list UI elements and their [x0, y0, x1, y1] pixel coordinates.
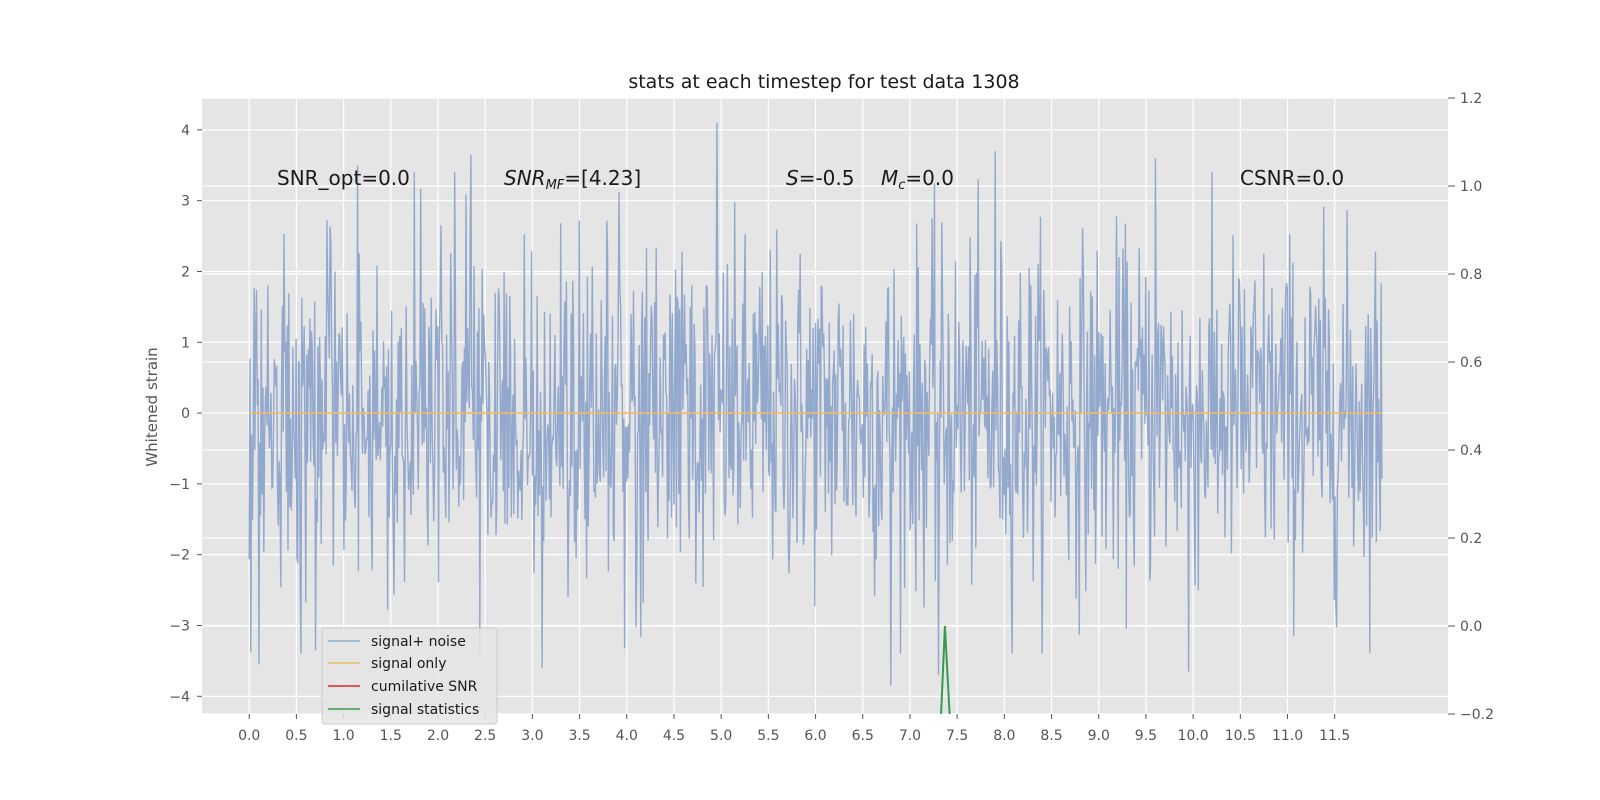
- x-tick-label: 2.5: [474, 728, 496, 744]
- y-tick-label: 1: [181, 335, 190, 351]
- y-tick-label: 3: [181, 194, 190, 210]
- annotation-csnr: CSNR=0.0: [1240, 166, 1344, 190]
- y2-tick-label: 1.0: [1460, 179, 1482, 195]
- x-tick-label: 7.0: [899, 728, 921, 744]
- x-tick-label: 10.5: [1225, 728, 1256, 744]
- x-tick-label: 0.0: [238, 728, 260, 744]
- y-axis-label: Whitened strain: [143, 347, 161, 466]
- y2-tick-label: 0.2: [1460, 531, 1482, 547]
- y2-tick-label: −0.2: [1460, 707, 1494, 723]
- annotation-mc-sub: c: [898, 178, 905, 193]
- x-tick-label: 6.0: [804, 728, 826, 744]
- x-tick-label: 5.0: [710, 728, 732, 744]
- legend-label-signal-only: signal only: [371, 656, 446, 672]
- annotation-snr-mf-sub: MF: [546, 178, 565, 193]
- chart-title: stats at each timestep for test data 130…: [628, 71, 1019, 93]
- y-tick-label: −1: [169, 477, 190, 493]
- left-axis: 4 3 2 1 0 −1 −2 −3 −4: [169, 123, 202, 705]
- series-signal-noise: [248, 122, 1383, 686]
- x-tick-label: 1.5: [380, 728, 402, 744]
- legend: signal+ noise signal only cumilative SNR…: [321, 627, 498, 725]
- annotation-mc-value: =0.0: [905, 166, 954, 190]
- x-tick-label: 9.0: [1088, 728, 1110, 744]
- y-tick-label: 0: [181, 406, 190, 422]
- legend-box: [321, 627, 498, 725]
- right-axis: 1.2 1.0 0.8 0.6 0.4 0.2 0.0 −0.2: [1448, 91, 1494, 723]
- x-tick-label: 1.0: [332, 728, 354, 744]
- legend-label-signal-noise: signal+ noise: [371, 634, 466, 650]
- annotation-s-value: =-0.5: [799, 166, 855, 190]
- x-tick-label: 4.5: [663, 728, 685, 744]
- annotation-snr-mf-main: SNR: [504, 166, 546, 190]
- x-tick-label: 5.5: [757, 728, 779, 744]
- x-tick-label: 3.5: [568, 728, 590, 744]
- x-tick-label: 11.0: [1272, 728, 1303, 744]
- series-layer: [248, 122, 1383, 714]
- y2-tick-label: 0.6: [1460, 355, 1482, 371]
- x-tick-label: 7.5: [946, 728, 968, 744]
- x-tick-label: 9.5: [1135, 728, 1157, 744]
- y-tick-label: 2: [181, 264, 190, 280]
- y-tick-label: −2: [169, 548, 190, 564]
- x-tick-label: 4.0: [616, 728, 638, 744]
- x-tick-label: 8.5: [1040, 728, 1062, 744]
- annotation-s: S=-0.5: [786, 166, 854, 190]
- y2-tick-label: 1.2: [1460, 91, 1482, 107]
- y2-tick-label: 0.8: [1460, 267, 1482, 283]
- y2-tick-label: 0.4: [1460, 443, 1482, 459]
- x-tick-label: 10.0: [1178, 728, 1209, 744]
- x-tick-label: 11.5: [1319, 728, 1350, 744]
- x-tick-label: 0.5: [285, 728, 307, 744]
- annotation-s-symbol: S: [786, 166, 799, 190]
- x-tick-label: 6.5: [852, 728, 874, 744]
- annotation-snr-mf: SNRMF=[4.23]: [504, 166, 641, 193]
- y2-tick-label: 0.0: [1460, 619, 1482, 635]
- annotation-mc: Mc=0.0: [881, 166, 954, 193]
- legend-label-signal-statistics: signal statistics: [371, 702, 479, 718]
- x-tick-label: 2.0: [427, 728, 449, 744]
- x-tick-label: 8.0: [993, 728, 1015, 744]
- annotation-mc-main: M: [881, 166, 898, 190]
- series-signal-statistics: [940, 625, 951, 714]
- y-tick-label: −3: [169, 618, 190, 634]
- y-tick-label: −4: [169, 689, 190, 705]
- x-axis: 0.0 0.5 1.0 1.5 2.0 2.5 3.0 3.5 4.0 4.5 5.0 5.5 6.0 6…: [238, 714, 1350, 744]
- y-tick-label: 4: [181, 123, 190, 139]
- x-tick-label: 3.0: [521, 728, 543, 744]
- annotation-snr-opt: SNR_opt=0.0: [277, 166, 410, 190]
- annotation-snr-mf-value: =[4.23]: [564, 166, 641, 190]
- legend-label-cumilative-snr: cumilative SNR: [371, 679, 478, 695]
